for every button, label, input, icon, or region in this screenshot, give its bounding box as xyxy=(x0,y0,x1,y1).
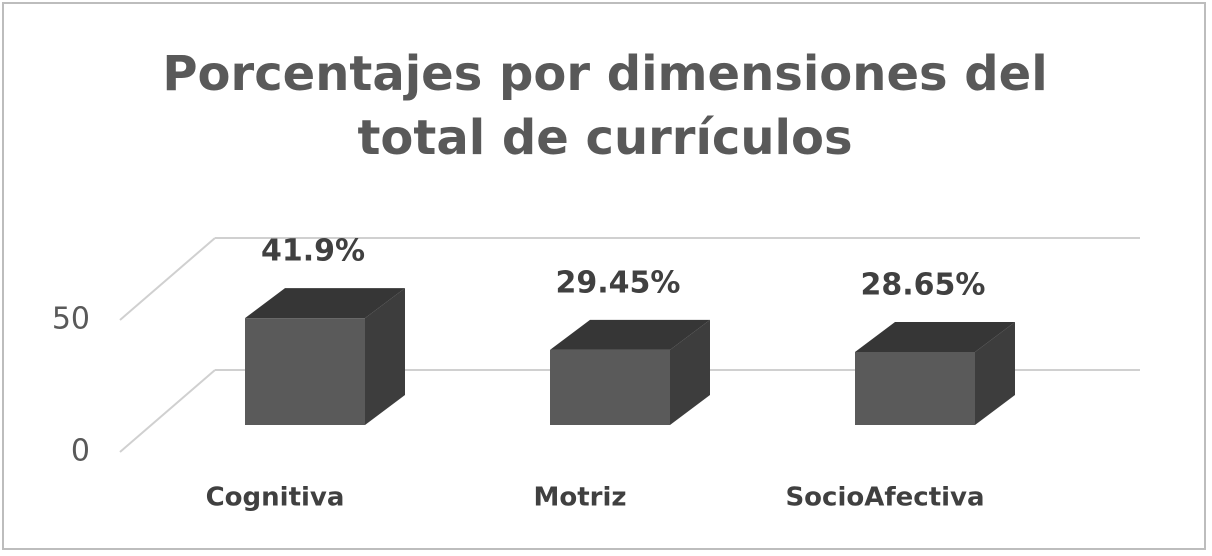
bar-top xyxy=(245,288,405,319)
bar-side xyxy=(670,319,710,425)
bar xyxy=(245,288,405,425)
bar-side xyxy=(975,321,1015,425)
grid-line xyxy=(119,237,216,321)
chart-border xyxy=(2,2,1206,550)
value-label: 29.45% xyxy=(556,265,681,300)
chart-title: Porcentajes por dimensiones del total de… xyxy=(162,46,1048,166)
bar-side xyxy=(365,288,405,425)
y-tick-label: 50 xyxy=(52,302,90,337)
value-label: 28.65% xyxy=(861,267,986,302)
x-tick-label: Cognitiva xyxy=(206,483,345,513)
grid-line xyxy=(119,369,216,453)
bar-top xyxy=(855,321,1015,352)
bar-front xyxy=(550,349,670,425)
bar-top xyxy=(550,319,710,350)
y-tick-label: 0 xyxy=(71,434,90,469)
x-tick-label: SocioAfectiva xyxy=(785,483,984,513)
bar xyxy=(550,319,710,425)
bar-front xyxy=(855,351,975,425)
x-tick-label: Motriz xyxy=(533,483,626,513)
bar xyxy=(855,321,1015,425)
value-label: 41.9% xyxy=(261,234,365,269)
bar-front xyxy=(245,318,365,425)
